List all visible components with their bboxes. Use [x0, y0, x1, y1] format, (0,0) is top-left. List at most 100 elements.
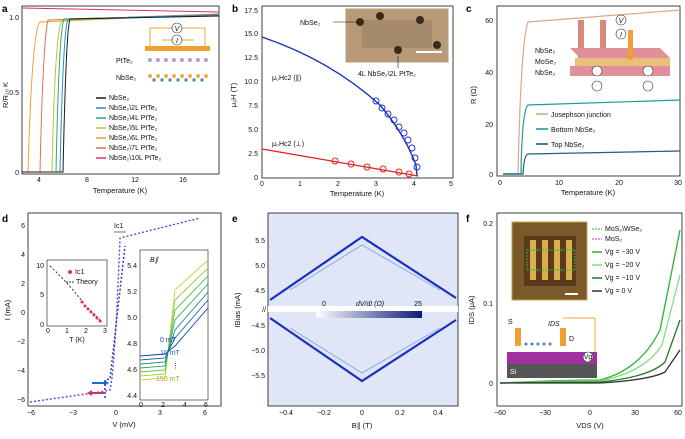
- c-ytick: 20: [485, 122, 493, 129]
- b-sample-label: NbSe₂: [300, 20, 321, 27]
- f-ids-label: IDS: [548, 321, 560, 328]
- e-cbar-min: 0: [322, 301, 326, 308]
- d-iv-retrace: [104, 245, 126, 398]
- d-inset-legend-theory: Theory: [76, 279, 98, 286]
- e-xtick: −0.2: [317, 410, 331, 417]
- c-xtick: 20: [615, 180, 623, 187]
- curve-7L: [22, 13, 220, 173]
- a-xlabel: Temperature (K): [93, 186, 148, 195]
- f-source-label: S: [508, 319, 513, 326]
- e-ytick: −4.5: [251, 323, 265, 330]
- f-legend-item: Vg = −20 V: [605, 262, 640, 269]
- c-i-symbol: I: [620, 32, 622, 39]
- f-xtick: 60: [674, 410, 682, 417]
- e-xtick: 0: [360, 410, 364, 417]
- b-xlabel: Temperature (K): [330, 189, 385, 198]
- c-legend-item: Top NbSe₂: [551, 142, 585, 149]
- b-xtick: 0: [260, 181, 264, 188]
- d-inset-ic1: [46, 259, 108, 327]
- a-i-symbol: I: [176, 38, 178, 45]
- panel-d-axes: [27, 212, 222, 407]
- d-ic1-label: Ic1: [114, 223, 123, 230]
- f-xtick: −60: [494, 410, 506, 417]
- d-ylabel: I (mA): [3, 299, 12, 320]
- d-inset-ytick: 10: [36, 263, 44, 270]
- panel-e: e // 0 dV/dI (Ω) 25 5.5 5.0 4.5 −4.5 −5.…: [232, 212, 459, 430]
- d-inset-xtick: 0: [46, 328, 50, 335]
- e-ytick: 5.5: [255, 238, 265, 245]
- b-ylabel: μ₀H (T): [229, 82, 238, 107]
- e-ytick: 4.5: [255, 288, 265, 295]
- d-xtick: 6: [203, 410, 207, 417]
- f-device-schematic: S D IDS Si Vg: [507, 317, 597, 378]
- e-cbar-max: 25: [414, 301, 422, 308]
- d-inset2-xtick: 2: [161, 402, 165, 409]
- d-inset-legend-ic1: Ic1: [75, 269, 84, 276]
- f-si-label: Si: [510, 369, 517, 376]
- d-field-10: 10 mT: [160, 350, 181, 357]
- b-ytick: 12.5: [244, 55, 258, 62]
- d-inset2-ytick: 4.4: [127, 393, 137, 400]
- a-ytick: 1.0: [9, 15, 19, 22]
- e-xtick: 0.4: [433, 410, 443, 417]
- d-xtick: −3: [69, 410, 77, 417]
- d-field-0: 0 mT: [160, 337, 177, 344]
- e-ytick: −5.5: [251, 373, 265, 380]
- panel-b: b μ₀Hc2 (∥) μ₀Hc2 (⊥) NbSe₂ 4L NbSe₂\2L …: [229, 4, 454, 198]
- d-field-150: 150 mT: [156, 376, 180, 383]
- d-inset-xtick: 3: [103, 328, 107, 335]
- panel-a: a 4 8 12 16 0 0.5 1.0 Temperature (K) R/…: [1, 4, 220, 195]
- e-diamond-bottom: [269, 317, 457, 383]
- c-ytick: 0: [489, 172, 493, 179]
- f-xtick: 30: [631, 410, 639, 417]
- e-ytick: 5.0: [255, 263, 265, 270]
- d-inset2-ytick: 5.2: [127, 289, 137, 296]
- c-layer-2: MoSe₂: [535, 59, 556, 66]
- curve-nbse2: [22, 15, 220, 173]
- b-ytick: 10.0: [244, 79, 258, 86]
- c-xtick: 10: [555, 180, 563, 187]
- e-xlabel: B∥ (T): [352, 421, 373, 430]
- d-field-curves: [139, 259, 209, 381]
- b-xtick: 1: [298, 181, 302, 188]
- e-colorbar: [316, 311, 422, 318]
- a-legend-item: NbSe₂\2L PtTe₂: [109, 105, 158, 112]
- c-device-schematic: V (mV) V I NbSe₂ MoSe₂ NbSe₂: [535, 14, 670, 92]
- f-ylabel: IDS (μA): [467, 295, 476, 324]
- f-ytick: 0: [489, 381, 493, 388]
- panel-c-label: c: [466, 4, 472, 15]
- b-photo-flake: [362, 20, 432, 48]
- a-legend-item: NbSe₂\7L PtTe₂: [109, 145, 158, 152]
- f-ytick: 0.1: [483, 301, 493, 308]
- panel-a-axes: [21, 5, 220, 175]
- a-xtick: 8: [85, 177, 89, 184]
- panel-e-label: e: [232, 214, 238, 225]
- a-ylabel: R/R₂₀ K: [1, 82, 10, 108]
- d-inset-ytick: 5: [40, 292, 44, 299]
- panel-f: f MoS₂\WSe₂ MoS₂ Vg = −30 V Vg = −20 V V…: [466, 212, 683, 430]
- curve-6L: [22, 13, 220, 173]
- hc2-perp-line: [261, 148, 419, 177]
- b-ytick: 5.0: [248, 127, 258, 134]
- a-ytick: 0: [15, 170, 19, 177]
- a-legend: NbSe₂ NbSe₂\2L PtTe₂ NbSe₂\4L PtTe₂ NbSe…: [96, 95, 162, 162]
- c-legend-item: Bottom NbSe₂: [551, 127, 596, 134]
- curve-5L: [22, 14, 220, 173]
- a-xtick: 4: [37, 177, 41, 184]
- c-ytick: 60: [485, 18, 493, 25]
- e-ytick: −5.0: [251, 348, 265, 355]
- d-ic1-points: [80, 300, 102, 323]
- d-xlabel: V (mV): [112, 420, 136, 429]
- c-legend: Josephson junction Bottom NbSe₂ Top NbSe…: [536, 112, 611, 149]
- curve-2L: [22, 14, 220, 173]
- b-xtick: 5: [449, 181, 453, 188]
- d-inset2-ytick: 4.8: [127, 341, 137, 348]
- d-xtick: 3: [158, 410, 162, 417]
- a-device-schematic: V I PtTe₂ NbSe₂: [116, 22, 210, 82]
- c-xtick: 0: [498, 180, 502, 187]
- a-xtick: 12: [131, 177, 139, 184]
- e-xtick: −0.4: [279, 410, 293, 417]
- b-hc2-par-label: μ₀Hc2 (∥): [272, 74, 302, 82]
- b-ytick: 2.5: [248, 151, 258, 158]
- d-ytick: 6: [21, 223, 25, 230]
